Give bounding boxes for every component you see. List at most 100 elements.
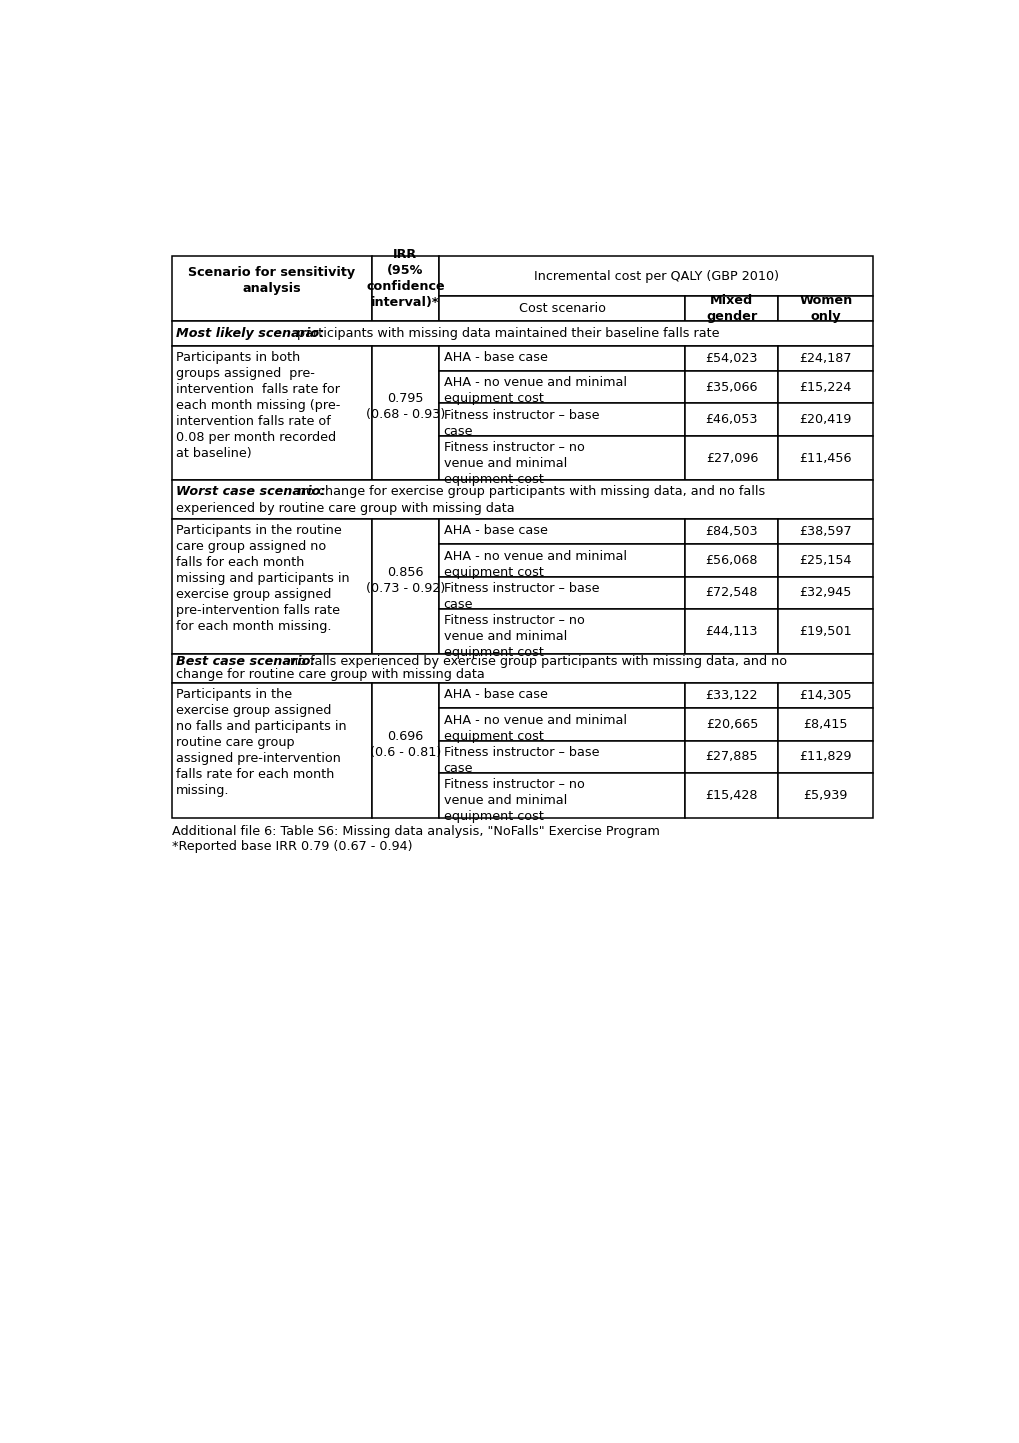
Bar: [438, 577, 685, 609]
Bar: [777, 519, 872, 544]
Text: £11,829: £11,829: [799, 750, 851, 763]
Text: £33,122: £33,122: [705, 690, 757, 703]
Text: 0.795
(0.68 - 0.93): 0.795 (0.68 - 0.93): [366, 392, 444, 421]
Text: AHA - base case: AHA - base case: [443, 688, 547, 701]
Bar: [438, 404, 685, 436]
Text: AHA - base case: AHA - base case: [443, 524, 547, 537]
Text: £38,597: £38,597: [799, 525, 851, 538]
Bar: [777, 296, 872, 320]
Text: £15,428: £15,428: [705, 789, 757, 802]
Bar: [371, 683, 438, 818]
Bar: [438, 709, 685, 740]
Bar: [438, 544, 685, 577]
Text: £35,066: £35,066: [705, 381, 757, 394]
Text: £19,501: £19,501: [799, 625, 851, 638]
Text: £56,068: £56,068: [705, 554, 757, 567]
Text: Fitness instructor – base
case: Fitness instructor – base case: [443, 408, 598, 437]
Text: Scenario for sensitivity
analysis: Scenario for sensitivity analysis: [187, 267, 355, 296]
Bar: [777, 773, 872, 818]
Text: £27,096: £27,096: [705, 452, 757, 465]
Bar: [777, 404, 872, 436]
Text: 0.856
(0.73 - 0.92): 0.856 (0.73 - 0.92): [366, 566, 444, 595]
Text: Best case scenario:: Best case scenario:: [176, 655, 316, 668]
Text: AHA - base case: AHA - base case: [443, 351, 547, 364]
Bar: [685, 577, 777, 609]
Text: AHA - no venue and minimal
equipment cost: AHA - no venue and minimal equipment cos…: [443, 714, 626, 743]
Bar: [685, 544, 777, 577]
Text: Fitness instructor – base
case: Fitness instructor – base case: [443, 746, 598, 775]
Bar: [685, 609, 777, 654]
Bar: [685, 346, 777, 371]
Bar: [777, 609, 872, 654]
Bar: [371, 257, 438, 320]
Text: Fitness instructor – base
case: Fitness instructor – base case: [443, 582, 598, 610]
Text: AHA - no venue and minimal
equipment cost: AHA - no venue and minimal equipment cos…: [443, 550, 626, 579]
Bar: [777, 577, 872, 609]
Bar: [685, 371, 777, 404]
Text: Mixed
gender: Mixed gender: [706, 294, 757, 323]
Text: £8,415: £8,415: [803, 719, 847, 732]
Text: *Reported base IRR 0.79 (0.67 - 0.94): *Reported base IRR 0.79 (0.67 - 0.94): [171, 840, 412, 853]
Bar: [438, 257, 872, 296]
Bar: [777, 346, 872, 371]
Text: experienced by routine care group with missing data: experienced by routine care group with m…: [176, 502, 515, 515]
Bar: [171, 654, 872, 683]
Text: Participants in the
exercise group assigned
no falls and participants in
routine: Participants in the exercise group assig…: [176, 688, 346, 798]
Bar: [685, 404, 777, 436]
Text: IRR
(95%
confidence
interval)*: IRR (95% confidence interval)*: [366, 248, 444, 309]
Bar: [371, 346, 438, 481]
Text: £20,419: £20,419: [799, 413, 851, 426]
Bar: [438, 683, 685, 709]
Bar: [438, 346, 685, 371]
Bar: [685, 709, 777, 740]
Text: £32,945: £32,945: [799, 586, 851, 599]
Text: £84,503: £84,503: [705, 525, 757, 538]
Bar: [685, 683, 777, 709]
Text: no falls experienced by exercise group participants with missing data, and no: no falls experienced by exercise group p…: [285, 655, 787, 668]
Text: £14,305: £14,305: [799, 690, 851, 703]
Text: Additional file 6: Table S6: Missing data analysis, "NoFalls" Exercise Program: Additional file 6: Table S6: Missing dat…: [171, 825, 659, 838]
Text: participants with missing data maintained their baseline falls rate: participants with missing data maintaine…: [292, 326, 718, 339]
Bar: [777, 371, 872, 404]
Bar: [171, 320, 872, 346]
Bar: [685, 519, 777, 544]
Bar: [777, 740, 872, 773]
Bar: [438, 773, 685, 818]
Bar: [438, 519, 685, 544]
Text: Participants in the routine
care group assigned no
falls for each month
missing : Participants in the routine care group a…: [176, 524, 350, 633]
Bar: [171, 683, 371, 818]
Bar: [171, 519, 371, 654]
Bar: [438, 436, 685, 481]
Text: Fitness instructor – no
venue and minimal
equipment cost: Fitness instructor – no venue and minima…: [443, 615, 584, 659]
Text: £5,939: £5,939: [803, 789, 847, 802]
Bar: [685, 436, 777, 481]
Text: Fitness instructor – no
venue and minimal
equipment cost: Fitness instructor – no venue and minima…: [443, 778, 584, 824]
Text: Women
only: Women only: [798, 294, 852, 323]
Bar: [777, 683, 872, 709]
Text: Participants in both
groups assigned  pre-
intervention  falls rate for
each mon: Participants in both groups assigned pre…: [176, 351, 340, 460]
Bar: [171, 346, 371, 481]
Text: Worst case scenario:: Worst case scenario:: [176, 485, 325, 498]
Bar: [438, 296, 685, 320]
Text: Cost scenario: Cost scenario: [519, 302, 605, 315]
Text: £15,224: £15,224: [799, 381, 851, 394]
Bar: [171, 257, 371, 320]
Text: change for routine care group with missing data: change for routine care group with missi…: [176, 668, 485, 681]
Text: £24,187: £24,187: [799, 352, 851, 365]
Bar: [438, 609, 685, 654]
Text: £20,665: £20,665: [705, 719, 757, 732]
Text: Incremental cost per QALY (GBP 2010): Incremental cost per QALY (GBP 2010): [533, 270, 777, 283]
Bar: [685, 296, 777, 320]
Text: Fitness instructor – no
venue and minimal
equipment cost: Fitness instructor – no venue and minima…: [443, 442, 584, 486]
Bar: [371, 519, 438, 654]
Bar: [438, 371, 685, 404]
Text: 0.696
(0.6 - 0.81): 0.696 (0.6 - 0.81): [369, 730, 440, 759]
Bar: [438, 740, 685, 773]
Text: £54,023: £54,023: [705, 352, 757, 365]
Text: £11,456: £11,456: [799, 452, 851, 465]
Text: AHA - no venue and minimal
equipment cost: AHA - no venue and minimal equipment cos…: [443, 377, 626, 405]
Bar: [685, 740, 777, 773]
Bar: [777, 709, 872, 740]
Bar: [171, 481, 872, 519]
Text: £25,154: £25,154: [799, 554, 851, 567]
